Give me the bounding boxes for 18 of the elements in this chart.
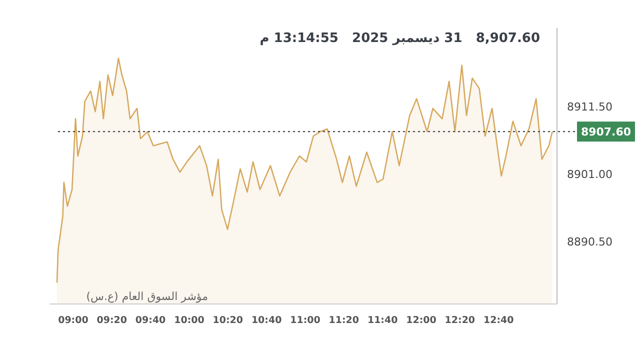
x-tick-label: 09:40	[135, 315, 166, 326]
x-tick-label: 11:40	[367, 315, 398, 326]
x-tick-label: 12:00	[406, 315, 437, 326]
x-tick-label: 10:20	[212, 315, 244, 326]
y-tick-label: 8890.50	[567, 235, 612, 248]
x-tick-label: 10:40	[251, 315, 282, 326]
ref-line-label: 8907.60	[580, 126, 632, 139]
x-tick-label: 11:00	[290, 315, 321, 326]
y-tick-label: 8911.50	[567, 100, 612, 114]
x-tick-label: 12:20	[444, 315, 476, 326]
y-tick-label: 8901.00	[567, 168, 612, 181]
x-tick-label: 12:40	[483, 315, 514, 326]
annotation: مؤشر السوق العام (ع.س)	[86, 290, 208, 303]
x-tick-label: 10:00	[174, 315, 205, 326]
x-tick-label: 09:00	[58, 315, 89, 326]
x-tick-label: 09:20	[96, 315, 128, 326]
chart-title: 8,907.60 31 ديسمبر 2025 13:14:55 م	[260, 31, 540, 46]
x-tick-label: 11:20	[328, 315, 360, 326]
